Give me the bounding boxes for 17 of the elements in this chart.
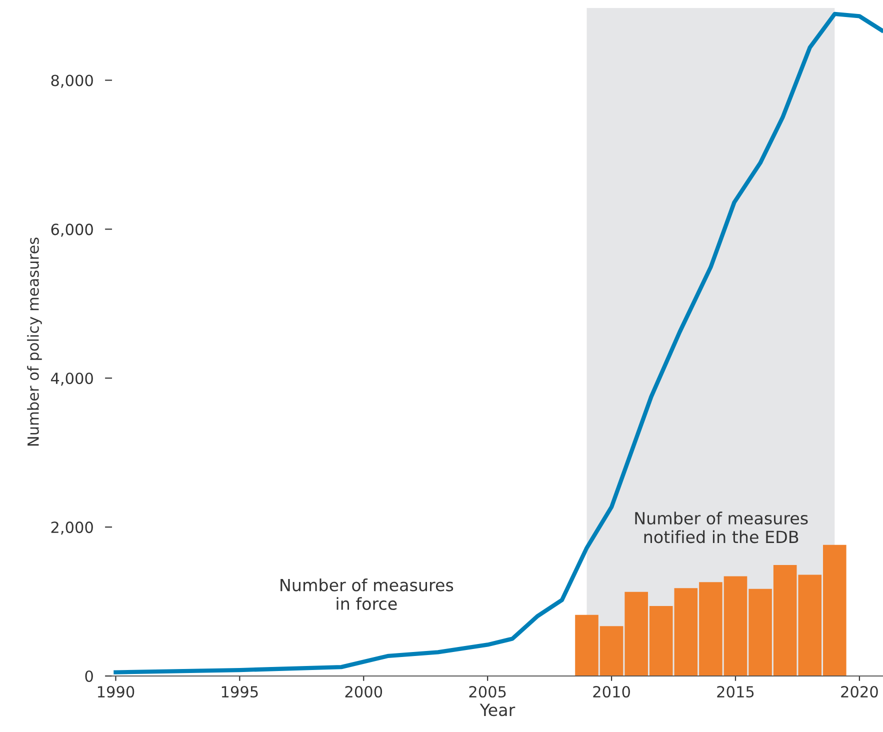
x-tick-label: 2020 [841,686,878,698]
y-tick-label: 2,000 [51,522,93,535]
y-tick-label: 0 [85,670,93,682]
x-tick-label: 2010 [593,686,630,698]
x-tick-label: 2005 [469,686,506,698]
x-axis-title: Year [480,704,516,716]
x-tick-label: 2000 [345,686,382,698]
y-tick-label: 4,000 [50,372,93,386]
series-label: Number of measures notified in the EDB [635,512,808,544]
line-series [114,12,883,674]
y-tick-label: 8,000 [51,74,93,88]
text: Number of measures in force [280,578,454,610]
x-tick-label: 1995 [222,686,258,698]
y-axis-title: Number of policy measures [27,238,42,446]
x-tick-label: 2015 [717,686,754,698]
x-tick-label: 1990 [98,686,134,698]
y-tick-label: 6,000 [51,224,93,237]
